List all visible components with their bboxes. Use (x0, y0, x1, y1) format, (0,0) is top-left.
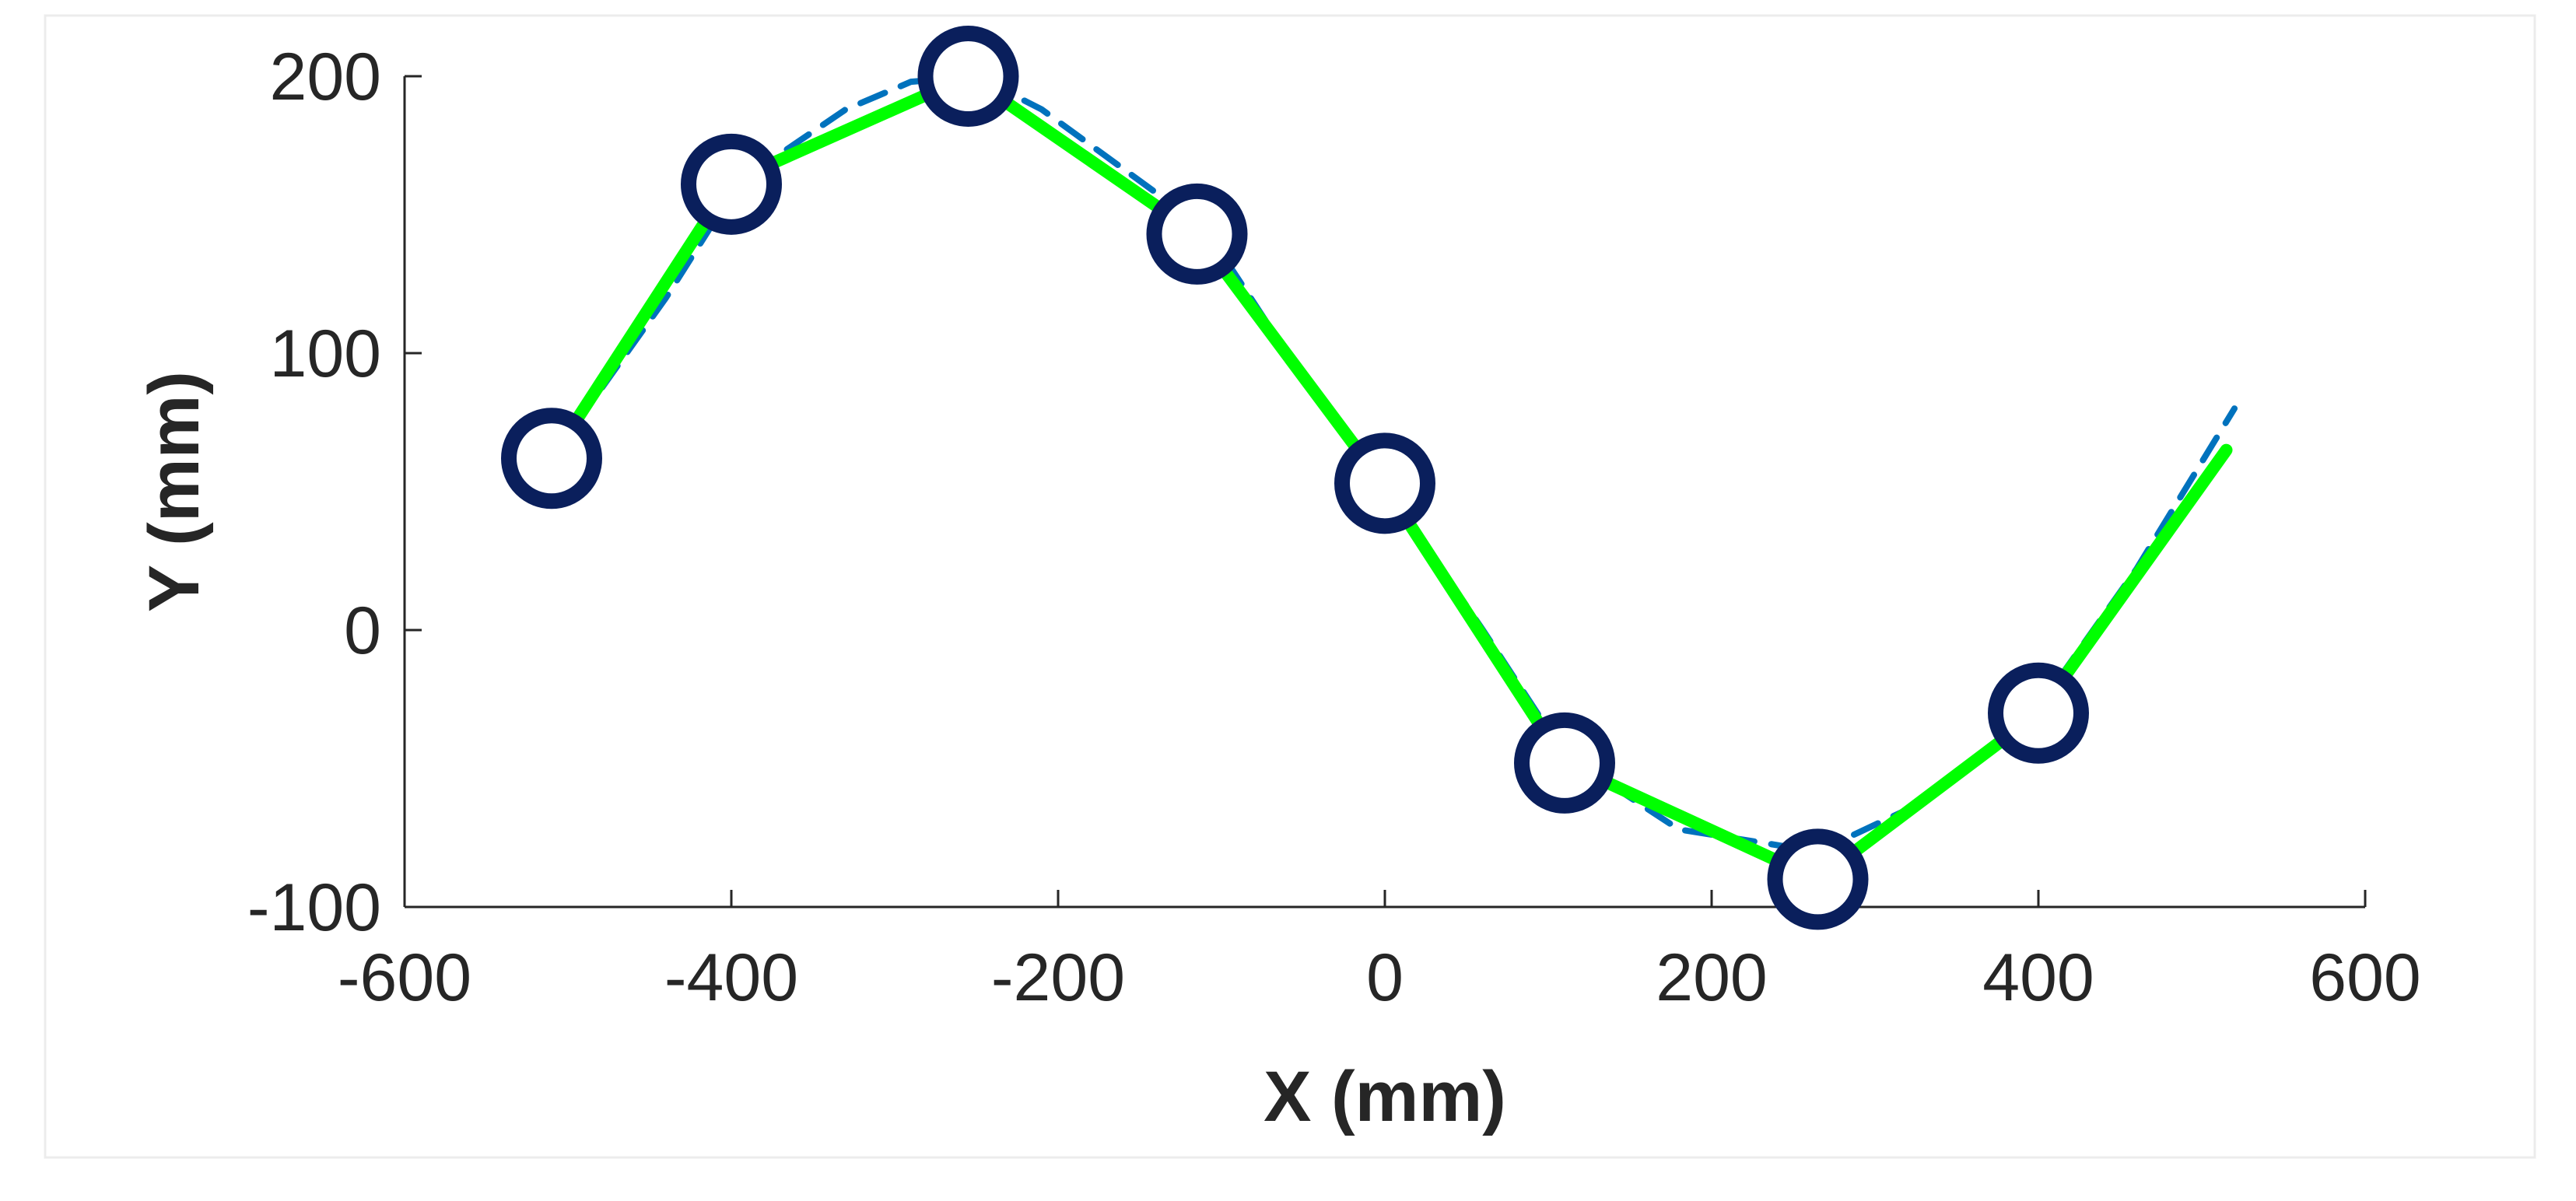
x-tick-label: -600 (338, 940, 471, 1015)
x-tick-label: 200 (1656, 940, 1768, 1015)
axes: -600 -400 -200 0 200 400 600 -100 0 100 200 (247, 40, 2421, 1015)
data-point-marker (1334, 432, 1435, 534)
x-tick-label: -400 (664, 940, 798, 1015)
data-point-marker (1146, 183, 1248, 285)
y-tick-label: 100 (270, 317, 382, 391)
data-point-marker (501, 408, 602, 509)
x-tick-label: 400 (1982, 940, 2094, 1015)
y-tick-label: 200 (270, 40, 382, 114)
y-axis-label: Y (mm) (135, 371, 214, 612)
x-tick-label: -200 (991, 940, 1125, 1015)
data-point-marker (1988, 662, 2089, 764)
x-tick-label: 0 (1366, 940, 1404, 1015)
data-point-marker (681, 133, 782, 235)
data-point-marker (917, 26, 1019, 127)
x-axis-label: X (mm) (1263, 1057, 1506, 1136)
data-point-marker (1514, 712, 1615, 814)
figure-frame (44, 14, 2536, 1159)
y-tick-label: 0 (344, 593, 381, 668)
y-tick-label: -100 (247, 870, 381, 945)
data-point-marker (1767, 828, 1869, 930)
marker-group (501, 26, 2089, 930)
x-tick-label: 600 (2309, 940, 2421, 1015)
